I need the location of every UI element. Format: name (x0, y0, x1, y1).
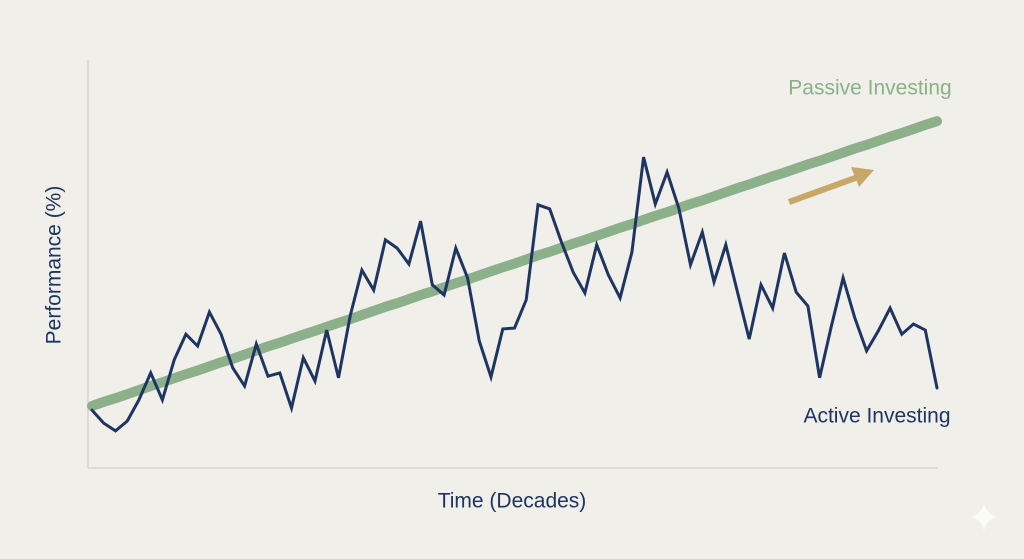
sparkle (971, 503, 997, 531)
y-axis-label: Performance (%) (43, 186, 66, 345)
arrow-head (851, 167, 874, 187)
active-line (90, 156, 939, 433)
trend-arrow (787, 167, 874, 205)
x-axis-label: Time (Decades) (438, 490, 587, 513)
passive-line (87, 116, 942, 411)
series-label: Passive Investing (788, 77, 951, 100)
arrow-shaft (787, 174, 860, 205)
series-label: Active Investing (803, 405, 950, 428)
